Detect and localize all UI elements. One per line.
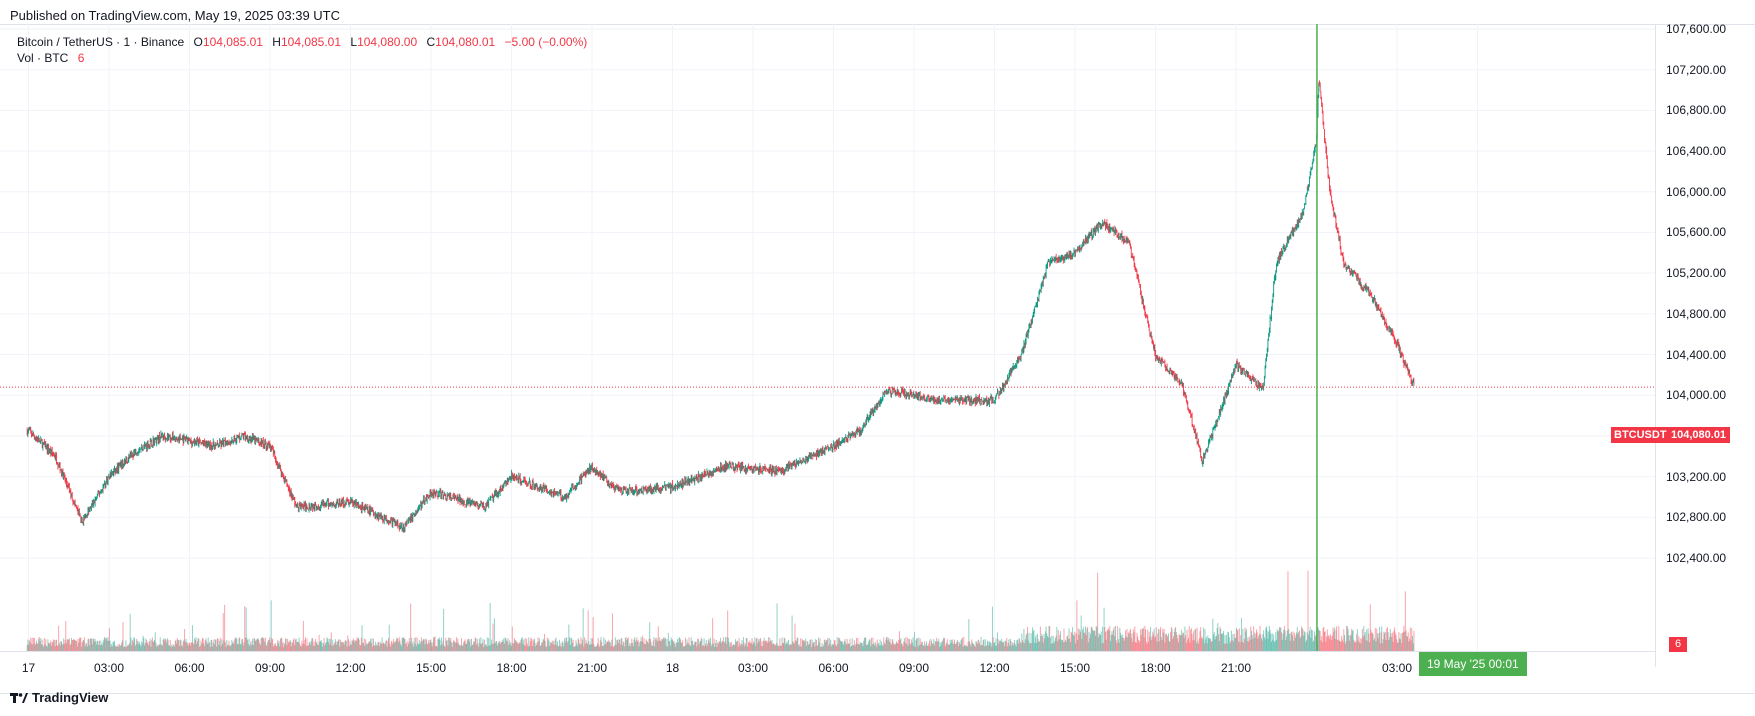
time-tick-label: 12:00 [979,661,1010,675]
time-tick-label: 15:00 [415,661,447,675]
time-tick-label: 03:00 [737,661,769,675]
volume-bars [26,570,1415,651]
time-tick-label: 06:00 [174,661,205,675]
tradingview-logo-icon [10,692,28,703]
time-tick-label: 21:00 [576,661,608,675]
price-tick-label: 105,600.00 [1666,225,1727,240]
price-chart[interactable] [0,24,1755,667]
time-tick-label: 12:00 [335,661,366,675]
grid-lines [0,24,1655,651]
legend-volume-row: Vol · BTC 6 [17,50,587,66]
footer-branding: TradingView [10,690,108,705]
price-tick-label: 104,800.00 [1666,306,1727,321]
legend-change: −5.00 (−0.00%) [504,35,588,49]
time-tick-label: 06:00 [818,661,849,675]
legend-open: 104,085.01 [202,35,263,49]
crosshair-time-label: 19 May '25 00:01 [1419,652,1527,676]
legend-symbol[interactable]: Bitcoin / TetherUS · 1 · Binance [17,35,185,49]
legend-close-label: C [426,35,436,49]
time-tick-label: 15:00 [1059,661,1091,675]
legend-close: 104,080.01 [435,35,496,49]
price-tick-label: 106,800.00 [1666,103,1727,118]
chart-legend: Bitcoin / TetherUS · 1 · Binance O104,08… [17,34,587,66]
price-tick-label: 107,600.00 [1666,22,1727,36]
legend-open-label: O [193,35,203,49]
time-tick-label: 21:00 [1220,661,1252,675]
price-tick-label: 106,400.00 [1666,144,1727,159]
tradingview-brand: TradingView [32,690,109,705]
time-tick-label: 09:00 [898,661,930,675]
time-tick-label: 03:00 [1381,661,1413,675]
time-tick-label: 09:00 [254,661,286,675]
time-tick-label: 18:00 [496,661,527,675]
last-volume-label: 6 [1669,637,1687,652]
legend-low-label: L [350,35,358,49]
legend-volume: 6 [77,51,85,65]
price-tick-label: 104,000.00 [1666,388,1727,403]
candlestick-series [26,80,1415,533]
time-tick-label: 17 [21,661,36,675]
chart-frame[interactable] [0,24,1755,694]
legend-high-label: H [272,35,281,49]
price-tick-label: 102,800.00 [1666,510,1727,525]
legend-high: 104,085.01 [280,35,342,49]
legend-volume-label[interactable]: Vol · BTC [17,51,69,65]
last-price-label: 104,080.01 [1667,427,1731,443]
legend-ohlc-row: Bitcoin / TetherUS · 1 · Binance O104,08… [17,34,587,50]
price-tick-label: 102,400.00 [1666,551,1727,565]
time-tick-label: 03:00 [93,661,125,675]
last-price-symbol-label: BTCUSDT [1611,427,1670,443]
time-tick-label: 18:00 [1140,661,1171,675]
price-tick-label: 105,200.00 [1666,266,1727,281]
price-tick-label: 103,200.00 [1666,469,1727,484]
price-tick-label: 107,200.00 [1666,62,1727,77]
time-axis-border [0,651,1655,652]
legend-low: 104,080.00 [357,35,418,49]
published-header: Published on TradingView.com, May 19, 20… [10,8,341,23]
time-tick-label: 18 [665,661,680,675]
price-tick-label: 104,400.00 [1666,347,1727,362]
price-tick-label: 106,000.00 [1666,184,1727,199]
price-scale[interactable] [1655,24,1755,667]
